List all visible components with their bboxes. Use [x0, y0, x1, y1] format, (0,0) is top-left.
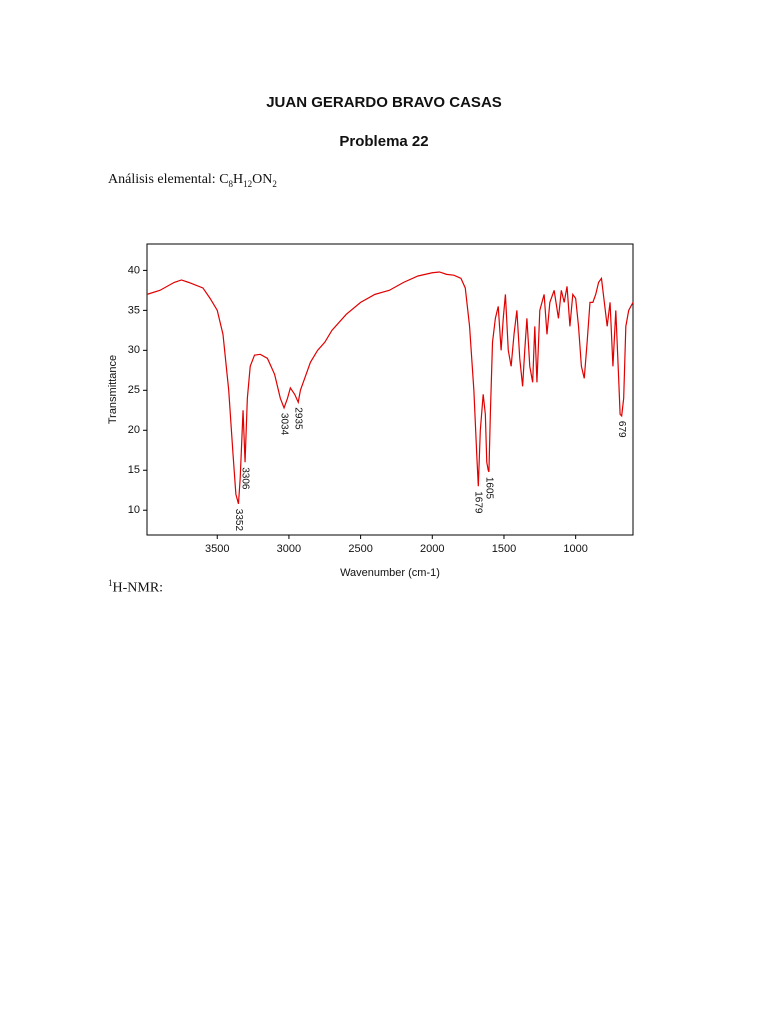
x-tick-label: 1000	[563, 543, 587, 555]
title: Problema 22	[339, 133, 429, 150]
y-tick-label: 30	[128, 344, 140, 356]
plot-frame	[146, 243, 634, 536]
formula-sub: 8	[228, 178, 234, 189]
peak-label: 1679	[473, 491, 484, 514]
y-tick-label: 15	[128, 464, 140, 476]
nmr-sup: 1	[108, 578, 113, 588]
y-tick-label: 35	[128, 304, 140, 316]
peak-label: 3034	[278, 413, 289, 436]
author: JUAN GERARDO BRAVO CASAS	[266, 94, 502, 111]
x-axis-label: Wavenumber (cm-1)	[340, 567, 440, 579]
elemental-analysis: Análisis elemental: C8H12ON2	[108, 172, 277, 189]
y-axis-label: Transmittance	[107, 355, 119, 424]
formula-sub: 2	[272, 178, 277, 189]
y-tick-label: 40	[128, 264, 140, 276]
formula-sub: 12	[243, 178, 253, 189]
peak-label: 2935	[293, 407, 304, 430]
peak-label: 3306	[239, 467, 250, 490]
y-tick-label: 10	[128, 504, 140, 516]
x-tick-label: 2000	[420, 543, 444, 555]
y-tick-label: 20	[128, 424, 140, 436]
formula-part: H	[233, 172, 244, 187]
peak-label: 679	[616, 421, 627, 438]
x-tick-label: 3000	[277, 543, 301, 555]
x-tick-label: 1500	[492, 543, 516, 555]
analysis-label: Análisis elemental:	[108, 172, 216, 187]
formula: C8H12ON2	[219, 172, 277, 189]
spectrum-line	[146, 271, 634, 504]
x-tick-label: 3500	[205, 543, 229, 555]
peak-label: 3352	[233, 509, 244, 532]
x-tick-label: 2500	[348, 543, 372, 555]
chart: 10 15 20 25 30 35 40 3500 3000 2500 2000 1500 1000 Wa…	[107, 243, 634, 579]
peak-label: 1605	[483, 477, 494, 500]
nmr-label: 1H-NMR:	[108, 578, 163, 597]
y-tick-label: 25	[128, 384, 140, 396]
nmr-text: H-NMR:	[112, 580, 164, 596]
formula-part: ON	[252, 172, 273, 187]
formula-part: C	[219, 172, 229, 187]
